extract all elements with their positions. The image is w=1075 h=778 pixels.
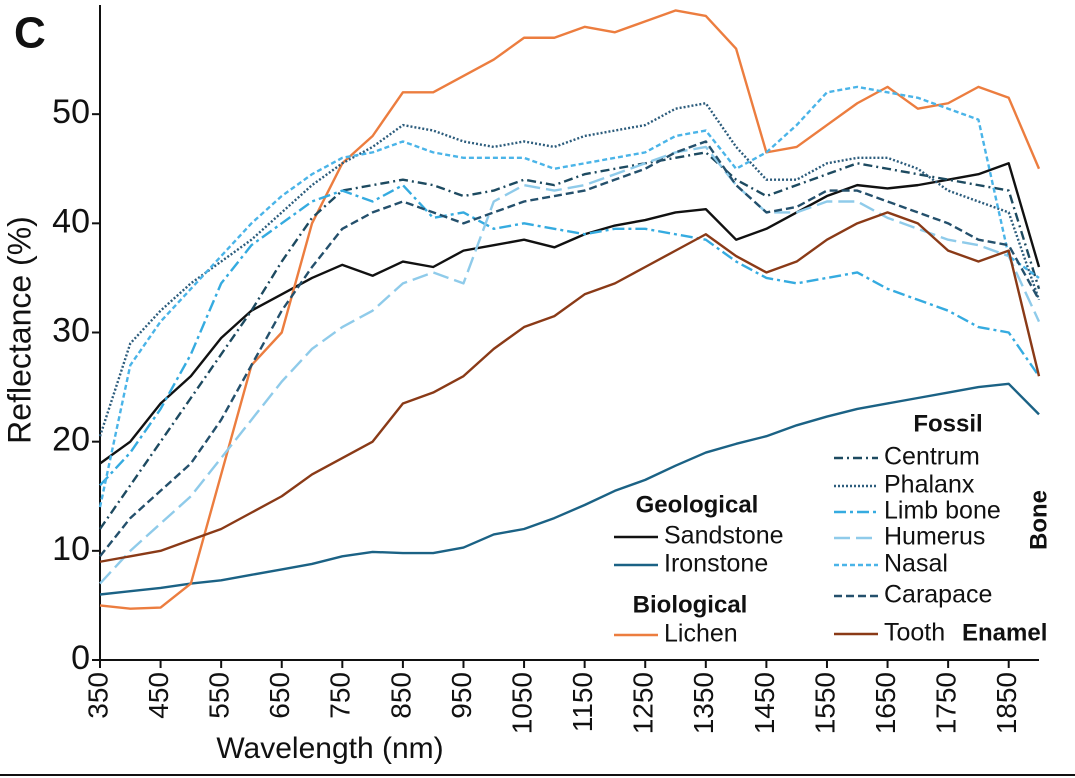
y-tick-label: 40 [52, 202, 90, 240]
y-tick-label: 20 [52, 421, 90, 459]
data-line [99, 162, 1041, 465]
data-line [99, 211, 1041, 563]
x-tick-label: 350 [82, 672, 113, 719]
data-line [98, 85, 1040, 508]
legend-label: Carapace [884, 581, 992, 609]
y-tick-label: 50 [52, 93, 90, 131]
panel-label: C [14, 9, 46, 58]
legend-label: Centrum [884, 443, 980, 471]
data-line [99, 151, 1041, 530]
x-tick-label: 1250 [628, 672, 659, 734]
legend-label: Nasal [884, 550, 948, 578]
data-line [99, 140, 1041, 558]
data-line [99, 382, 1040, 596]
x-axis-label: Wavelength (nm) [216, 732, 443, 765]
data-line [99, 9, 1041, 610]
y-tick-label: 10 [52, 530, 90, 568]
x-tick-label: 1150 [567, 672, 598, 732]
x-tick-label: 1750 [931, 672, 962, 734]
legend-subgroup-title: Enamel [962, 619, 1047, 646]
x-tick-label: 650 [264, 672, 295, 719]
x-tick-label: 950 [446, 672, 477, 719]
x-tick-label: 1350 [688, 672, 719, 734]
legend-group-title: Geological [636, 491, 759, 518]
legend-label: Lichen [664, 620, 738, 648]
y-tick-label: 30 [52, 311, 90, 349]
legend-label: Ironstone [664, 550, 768, 578]
legend-label: Tooth [884, 619, 945, 647]
y-tick-label: 0 [71, 639, 90, 677]
legend-subgroup-title: Bone [1025, 490, 1052, 550]
legend-label: Sandstone [664, 522, 784, 550]
x-tick-label: 1450 [749, 672, 780, 734]
y-axis-label: Reflectance (%) [1, 216, 37, 444]
x-tick-label: 550 [204, 672, 235, 719]
legend-label: Humerus [884, 523, 985, 551]
legend-label: Phalanx [884, 471, 975, 499]
legend-group-title: Biological [633, 591, 748, 618]
data-line [98, 102, 1041, 437]
x-tick-label: 1850 [991, 672, 1022, 734]
x-tick-label: 450 [143, 672, 174, 719]
legend-label: Limb bone [884, 497, 1001, 525]
x-tick-label: 1550 [809, 672, 840, 734]
legend-group-title: Fossil [913, 410, 982, 437]
x-tick-label: 750 [325, 672, 356, 719]
x-tick-label: 850 [385, 672, 416, 719]
data-line [99, 183, 1040, 487]
x-tick-label: 1050 [506, 672, 537, 734]
x-tick-label: 1650 [870, 672, 901, 734]
